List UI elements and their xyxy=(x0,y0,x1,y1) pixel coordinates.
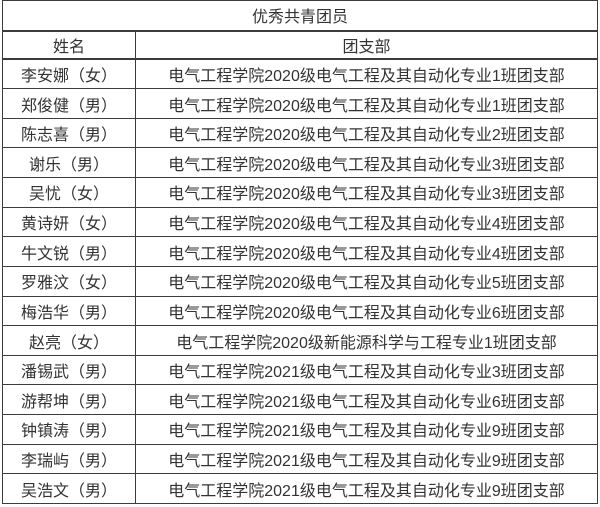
column-header-branch: 团支部 xyxy=(135,30,598,60)
name-cell: 赵亮（女） xyxy=(2,325,136,356)
table-title: 优秀共青团员 xyxy=(2,0,598,32)
table-row: 吴忧（女） 电气工程学院2020级电气工程及其自动化专业3班团支部 xyxy=(2,177,598,208)
name-cell: 吴浩文（男） xyxy=(2,473,136,504)
branch-cell: 电气工程学院2021级电气工程及其自动化专业9班团支部 xyxy=(135,443,598,475)
name-cell: 潘锡武（男） xyxy=(2,354,136,386)
table-row: 钟镇涛（男） 电气工程学院2021级电气工程及其自动化专业9班团支部 xyxy=(2,414,598,445)
branch-cell: 电气工程学院2021级电气工程及其自动化专业3班团支部 xyxy=(135,354,598,386)
name-cell: 李瑞屿（男） xyxy=(2,443,136,475)
branch-cell: 电气工程学院2020级电气工程及其自动化专业4班团支部 xyxy=(135,206,598,238)
table-row: 潘锡武（男） 电气工程学院2021级电气工程及其自动化专业3班团支部 xyxy=(2,354,598,386)
name-cell: 梅浩华（男） xyxy=(2,295,136,327)
branch-cell: 电气工程学院2020级电气工程及其自动化专业3班团支部 xyxy=(135,177,598,208)
table-header-row: 姓名 团支部 xyxy=(2,30,598,60)
branch-cell: 电气工程学院2020级电气工程及其自动化专业2班团支部 xyxy=(135,117,598,149)
name-cell: 牛文锐（男） xyxy=(2,236,136,267)
branch-cell: 电气工程学院2021级电气工程及其自动化专业9班团支部 xyxy=(135,414,598,445)
branch-cell: 电气工程学院2020级新能源科学与工程专业1班团支部 xyxy=(135,325,598,356)
table-row: 吴浩文（男） 电气工程学院2021级电气工程及其自动化专业9班团支部 xyxy=(2,473,598,504)
table-row: 李瑞屿（男） 电气工程学院2021级电气工程及其自动化专业9班团支部 xyxy=(2,443,598,475)
table-row: 游帮坤（男） 电气工程学院2021级电气工程及其自动化专业6班团支部 xyxy=(2,384,598,416)
branch-cell: 电气工程学院2020级电气工程及其自动化专业1班团支部 xyxy=(135,57,598,90)
branch-cell: 电气工程学院2020级电气工程及其自动化专业5班团支部 xyxy=(135,265,598,297)
table-row: 赵亮（女） 电气工程学院2020级新能源科学与工程专业1班团支部 xyxy=(2,325,598,356)
table-row: 牛文锐（男） 电气工程学院2020级电气工程及其自动化专业4班团支部 xyxy=(2,236,598,267)
name-cell: 黄诗妍（女） xyxy=(2,206,136,238)
table-row: 李安娜（女） 电气工程学院2020级电气工程及其自动化专业1班团支部 xyxy=(2,57,598,90)
branch-cell: 电气工程学院2020级电气工程及其自动化专业6班团支部 xyxy=(135,295,598,327)
name-cell: 吴忧（女） xyxy=(2,177,136,208)
name-cell: 罗雅汶（女） xyxy=(2,265,136,297)
table-row: 郑俊健（男） 电气工程学院2020级电气工程及其自动化专业1班团支部 xyxy=(2,88,598,119)
name-cell: 谢乐（男） xyxy=(2,147,136,179)
column-header-name: 姓名 xyxy=(2,30,136,60)
branch-cell: 电气工程学院2020级电气工程及其自动化专业4班团支部 xyxy=(135,236,598,267)
name-cell: 陈志喜（男） xyxy=(2,117,136,149)
table-row: 罗雅汶（女） 电气工程学院2020级电气工程及其自动化专业5班团支部 xyxy=(2,265,598,297)
branch-cell: 电气工程学院2021级电气工程及其自动化专业9班团支部 xyxy=(135,473,598,504)
name-cell: 李安娜（女） xyxy=(2,57,136,90)
table-row: 陈志喜（男） 电气工程学院2020级电气工程及其自动化专业2班团支部 xyxy=(2,117,598,149)
name-cell: 郑俊健（男） xyxy=(2,88,136,119)
table-title-row: 优秀共青团员 xyxy=(2,0,598,32)
name-cell: 游帮坤（男） xyxy=(2,384,136,416)
table-row: 黄诗妍（女） 电气工程学院2020级电气工程及其自动化专业4班团支部 xyxy=(2,206,598,238)
table-row: 谢乐（男） 电气工程学院2020级电气工程及其自动化专业3班团支部 xyxy=(2,147,598,179)
table-body: 李安娜（女） 电气工程学院2020级电气工程及其自动化专业1班团支部 郑俊健（男）电… xyxy=(2,57,598,504)
table-row: 梅浩华（男） 电气工程学院2020级电气工程及其自动化专业6班团支部 xyxy=(2,295,598,327)
branch-cell: 电气工程学院2020级电气工程及其自动化专业3班团支部 xyxy=(135,147,598,179)
name-cell: 钟镇涛（男） xyxy=(2,414,136,445)
branch-cell: 电气工程学院2020级电气工程及其自动化专业1班团支部 xyxy=(135,88,598,119)
branch-cell: 电气工程学院2021级电气工程及其自动化专业6班团支部 xyxy=(135,384,598,416)
